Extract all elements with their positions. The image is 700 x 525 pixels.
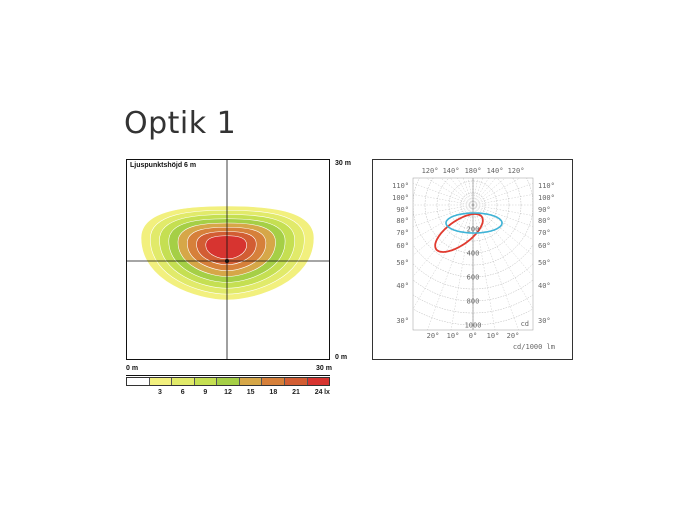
polar-left-angle-label: 50° bbox=[396, 259, 409, 267]
x-axis-right-label: 30 m bbox=[316, 365, 332, 372]
polar-right-angle-label: 70° bbox=[538, 229, 551, 237]
legend-threshold-label: 3 bbox=[158, 389, 162, 396]
polar-left-angle-label: 100° bbox=[392, 194, 409, 202]
polar-right-angle-label: 90° bbox=[538, 206, 551, 214]
polar-spoke bbox=[472, 204, 533, 228]
polar-bottom-angle-label: 0° bbox=[469, 332, 477, 340]
polar-ring bbox=[436, 178, 510, 242]
polar-ring bbox=[424, 178, 522, 254]
polar-right-angle-label: 60° bbox=[538, 242, 551, 250]
polar-radial-label: 400 bbox=[467, 250, 480, 258]
legend-swatch bbox=[149, 378, 173, 385]
legend-threshold-label: 21 bbox=[292, 389, 300, 396]
scale-rule bbox=[126, 375, 330, 376]
polar-left-angle-label: 40° bbox=[396, 282, 409, 290]
polar-top-angle-label: 120° bbox=[422, 167, 439, 175]
y-axis-top-label: 30 m bbox=[335, 160, 351, 167]
polar-bottom-angle-label: 20° bbox=[427, 332, 440, 340]
polar-unit-label: cd/1000 lm bbox=[513, 343, 555, 351]
polar-bottom-angle-label: 20° bbox=[507, 332, 520, 340]
legend-unit-label: lx bbox=[324, 389, 330, 396]
polar-left-angle-label: 60° bbox=[396, 242, 409, 250]
polar-right-angle-label: 110° bbox=[538, 182, 555, 190]
polar-right-angle-label: 30° bbox=[538, 317, 551, 325]
polar-grid bbox=[413, 178, 533, 330]
isolux-diagram bbox=[126, 159, 330, 360]
legend-swatch bbox=[194, 378, 218, 385]
polar-left-angle-label: 90° bbox=[396, 206, 409, 214]
polar-top-angle-label: 140° bbox=[487, 167, 504, 175]
polar-radial-label: 800 bbox=[467, 298, 480, 306]
polar-right-angle-label: 80° bbox=[538, 217, 551, 225]
polar-left-angle-label: 70° bbox=[396, 229, 409, 237]
legend-threshold-label: 18 bbox=[269, 389, 278, 396]
isolux-contour-band bbox=[205, 235, 247, 260]
legend-swatch bbox=[307, 378, 330, 385]
polar-bottom-angle-label: 10° bbox=[447, 332, 460, 340]
luminaire-point bbox=[225, 259, 229, 263]
polar-left-angle-label: 110° bbox=[392, 182, 409, 190]
polar-radial-label: 600 bbox=[467, 274, 480, 282]
isolux-legend-bar bbox=[126, 377, 330, 386]
legend-swatch bbox=[172, 378, 195, 385]
polar-right-angle-label: 100° bbox=[538, 194, 555, 202]
legend-threshold-label: 24 bbox=[314, 389, 323, 396]
polar-right-angle-label: 50° bbox=[538, 259, 551, 267]
polar-ring bbox=[448, 180, 498, 230]
x-axis-left-label: 0 m bbox=[126, 365, 139, 372]
polar-top-angle-label: 140° bbox=[443, 167, 460, 175]
polar-radial-label: 200 bbox=[467, 226, 480, 234]
polar-top-angle-label: 120° bbox=[508, 167, 525, 175]
legend-swatch bbox=[262, 378, 285, 385]
isolux-caption: Ljuspunktshöjd 6 m bbox=[130, 162, 197, 169]
polar-curve-series-2 bbox=[445, 212, 503, 234]
isolux-legend-ticks: 3 6 9 12 15 18 21 24 lx bbox=[126, 389, 332, 399]
polar-bottom-angle-label: 10° bbox=[487, 332, 500, 340]
polar-ring bbox=[460, 192, 486, 218]
polar-left-angle-label: 80° bbox=[396, 217, 409, 225]
polar-plot: 120° 140° 180° 140° 120° 110° 110° 100° 100° 90° 9… bbox=[392, 167, 555, 351]
legend-threshold-label: 15 bbox=[246, 389, 255, 396]
legend-swatch bbox=[217, 378, 240, 385]
polar-corner-label: cd bbox=[521, 320, 529, 328]
legend-swatch bbox=[127, 378, 150, 385]
y-axis-bottom-label: 0 m bbox=[335, 354, 348, 361]
polar-diagram: 120° 140° 180° 140° 120° 110° 110° 100° 100° 90° 9… bbox=[372, 159, 573, 360]
isolux-plot bbox=[127, 160, 329, 359]
polar-radial-label: 1000 bbox=[465, 322, 482, 330]
polar-right-angle-label: 40° bbox=[538, 282, 551, 290]
legend-threshold-label: 12 bbox=[224, 389, 232, 396]
legend-threshold-label: 9 bbox=[203, 389, 208, 396]
polar-left-angle-label: 30° bbox=[396, 317, 409, 325]
polar-top-angle-label: 180° bbox=[465, 167, 482, 175]
legend-threshold-label: 6 bbox=[180, 389, 185, 396]
page-title: Optik 1 bbox=[124, 106, 237, 141]
legend-swatch bbox=[284, 378, 308, 385]
legend-swatch bbox=[239, 378, 263, 385]
